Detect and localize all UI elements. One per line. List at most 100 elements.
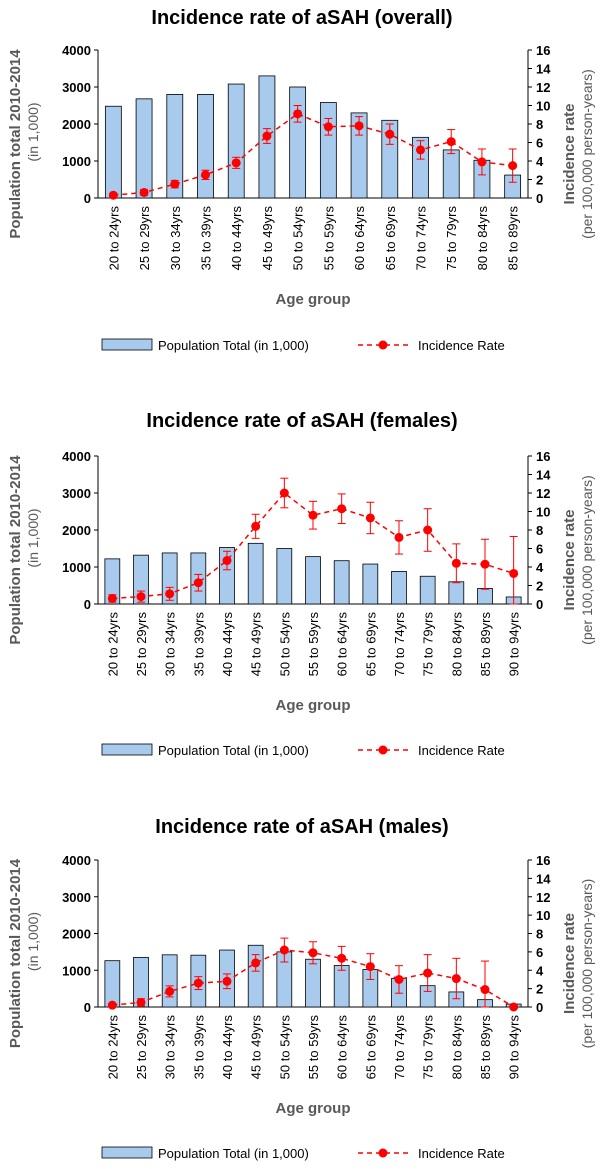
point-0 xyxy=(107,593,117,603)
legend-line-label: Incidence Rate xyxy=(418,338,505,353)
x-tick-label: 60 to 64yrs xyxy=(335,1015,350,1080)
x-tick-label: 75 to 79yrs xyxy=(421,1015,436,1080)
bar-8 xyxy=(333,965,350,1008)
point-6 xyxy=(293,109,303,119)
point-13 xyxy=(480,559,490,569)
x-tick-label: 80 to 84yrs xyxy=(449,1015,464,1080)
right-tick-label: 4 xyxy=(536,963,544,978)
x-tick-label: 30 to 34yrs xyxy=(163,612,178,677)
x-tick-label: 35 to 39yrs xyxy=(191,612,206,677)
bar-0 xyxy=(104,558,121,605)
point-9 xyxy=(385,129,395,139)
bar-8 xyxy=(333,560,350,605)
bar-6 xyxy=(276,548,293,605)
bar-9 xyxy=(362,563,379,605)
left-tick-label: 4000 xyxy=(62,449,91,464)
x-tick-label: 60 to 64yrs xyxy=(352,206,367,271)
left-axis-label: Population total 2010-2014 xyxy=(7,858,24,1048)
x-tick-label: 85 to 89yrs xyxy=(478,612,493,677)
x-tick-label: 90 to 94yrs xyxy=(507,1015,522,1080)
bar-12 xyxy=(448,581,465,605)
point-8 xyxy=(337,953,347,963)
point-12 xyxy=(451,974,461,984)
right-axis-label: Incidence rate xyxy=(561,510,578,611)
right-tick-label: 8 xyxy=(536,117,543,132)
bar-4 xyxy=(227,83,245,199)
right-tick-label: 2 xyxy=(536,173,543,188)
legend-bar-swatch xyxy=(101,743,153,756)
left-axis-label: Population total 2010-2014 xyxy=(7,455,24,645)
point-9 xyxy=(365,513,375,523)
right-axis-sublabel: (per 100,000 person-years) xyxy=(579,69,595,239)
x-tick-label: 30 to 34yrs xyxy=(168,206,183,271)
right-tick-label: 4 xyxy=(536,560,544,575)
chart-title: Incidence rate of aSAH (females) xyxy=(146,410,457,432)
x-axis-label: Age group xyxy=(276,697,351,714)
right-tick-label: 14 xyxy=(536,468,551,483)
right-tick-label: 10 xyxy=(536,505,550,520)
bar-1 xyxy=(133,554,149,605)
bar-2 xyxy=(166,94,184,199)
right-axis-sublabel: (per 100,000 person-years) xyxy=(579,879,595,1049)
bar-2 xyxy=(161,552,178,605)
point-13 xyxy=(480,985,490,995)
x-tick-label: 80 to 84yrs xyxy=(449,612,464,677)
x-tick-label: 70 to 74yrs xyxy=(414,206,429,271)
left-tick-label: 1000 xyxy=(62,963,91,978)
left-tick-label: 0 xyxy=(84,1000,91,1015)
bar-9 xyxy=(381,119,399,199)
legend-line-marker xyxy=(378,745,388,755)
x-tick-label: 65 to 69yrs xyxy=(363,1015,378,1080)
x-tick-label: 40 to 44yrs xyxy=(229,206,244,271)
bar-3 xyxy=(197,94,214,199)
x-tick-label: 40 to 44yrs xyxy=(220,612,235,677)
left-tick-label: 3000 xyxy=(62,80,91,95)
left-tick-label: 3000 xyxy=(62,890,91,905)
point-8 xyxy=(337,504,347,514)
legend-line-label: Incidence Rate xyxy=(418,1146,505,1161)
left-axis-sublabel: (in 1,000) xyxy=(25,102,41,161)
legend: Population Total (in 1,000) Incidence Rat… xyxy=(101,338,505,353)
point-4 xyxy=(231,158,241,168)
right-tick-label: 10 xyxy=(536,99,550,114)
x-axis-label: Age group xyxy=(276,1100,351,1117)
x-tick-label: 45 to 49yrs xyxy=(260,206,275,271)
right-tick-label: 12 xyxy=(536,890,550,905)
x-tick-label: 45 to 49yrs xyxy=(249,612,264,677)
x-tick-label: 20 to 24yrs xyxy=(106,206,121,271)
point-2 xyxy=(170,179,180,189)
left-tick-label: 2000 xyxy=(62,927,91,942)
right-tick-label: 4 xyxy=(536,154,544,169)
point-4 xyxy=(222,976,232,986)
legend-line-label: Incidence Rate xyxy=(418,743,505,758)
left-tick-label: 4000 xyxy=(62,43,91,58)
point-10 xyxy=(394,532,404,542)
point-6 xyxy=(279,945,289,955)
right-tick-label: 16 xyxy=(536,853,550,868)
point-6 xyxy=(279,488,289,498)
chart-title: Incidence rate of aSAH (males) xyxy=(155,816,448,838)
point-9 xyxy=(365,962,375,972)
x-tick-label: 75 to 79yrs xyxy=(421,612,436,677)
x-tick-label: 50 to 54yrs xyxy=(291,206,306,271)
right-tick-label: 8 xyxy=(536,927,543,942)
x-tick-label: 45 to 49yrs xyxy=(249,1015,264,1080)
x-axis-label: Age group xyxy=(276,291,351,308)
legend-bar-label: Population Total (in 1,000) xyxy=(158,1146,309,1161)
bar-7 xyxy=(319,102,337,199)
right-tick-label: 12 xyxy=(536,486,550,501)
x-tick-label: 25 to 29yrs xyxy=(134,612,149,677)
point-5 xyxy=(251,521,261,531)
x-tick-label: 55 to 59yrs xyxy=(321,206,336,271)
point-5 xyxy=(251,958,261,968)
bar-11 xyxy=(419,575,436,605)
point-7 xyxy=(308,510,318,520)
point-12 xyxy=(451,558,461,568)
bar-8 xyxy=(350,112,368,199)
point-10 xyxy=(416,145,425,155)
right-tick-label: 14 xyxy=(536,62,551,77)
point-0 xyxy=(107,1000,117,1010)
left-axis-label: Population total 2010-2014 xyxy=(7,49,24,239)
right-axis-sublabel: (per 100,000 person-years) xyxy=(579,475,595,645)
